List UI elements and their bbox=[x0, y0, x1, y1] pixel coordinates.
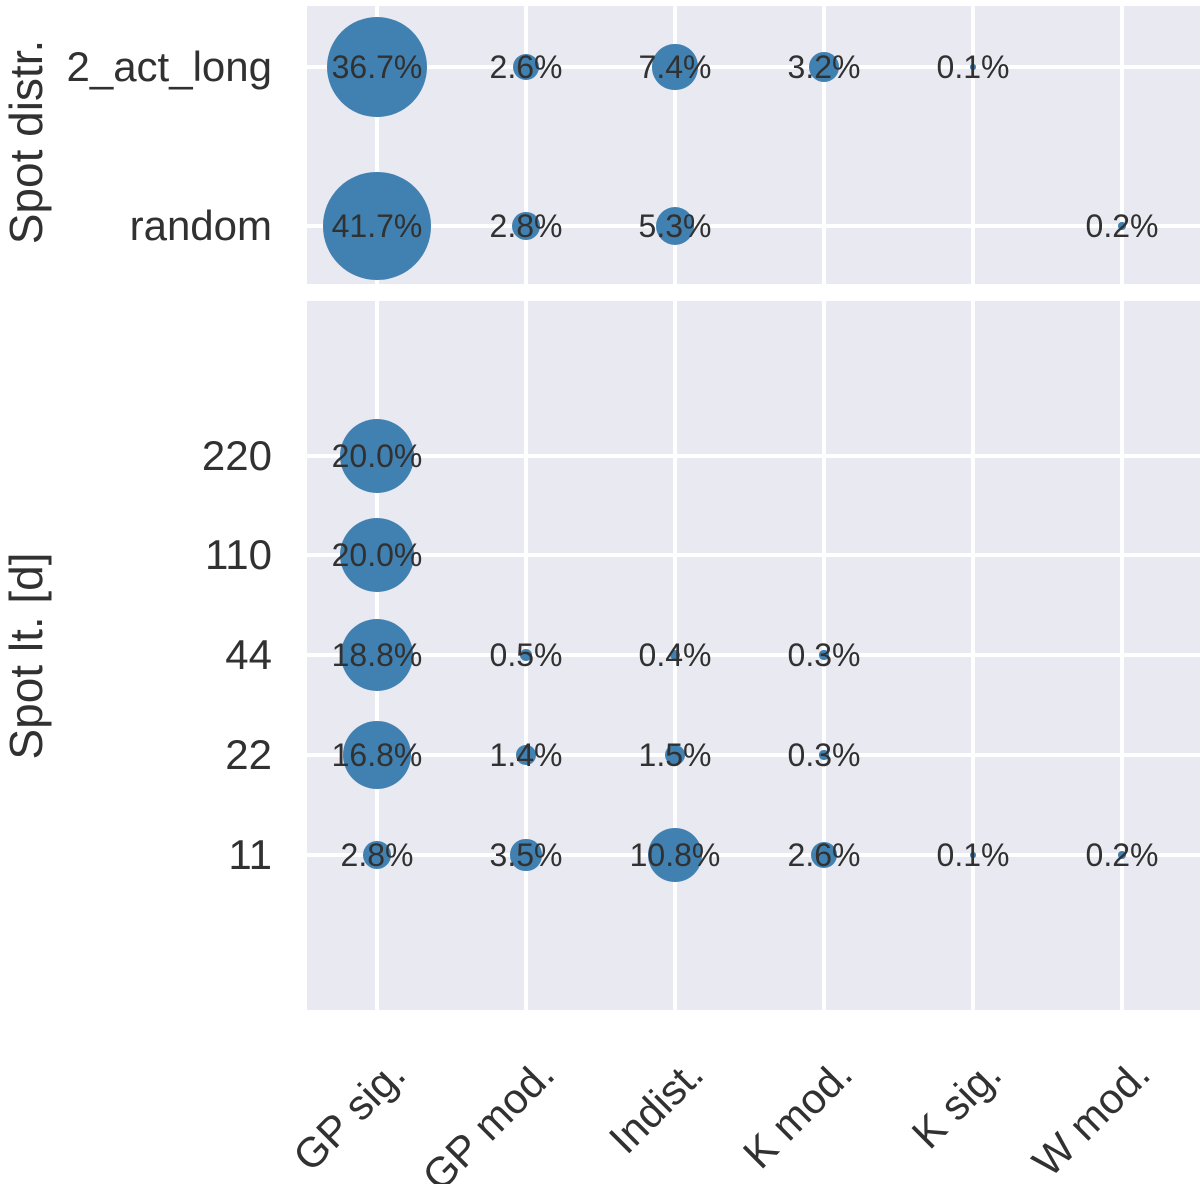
y-tick-label: 2_act_long bbox=[66, 43, 272, 90]
bubble bbox=[516, 745, 536, 765]
bubble bbox=[669, 649, 681, 661]
gridline-vertical bbox=[971, 6, 975, 284]
bubble bbox=[970, 64, 976, 70]
bubble bbox=[512, 212, 540, 240]
bottom-panel bbox=[307, 301, 1200, 1010]
gridline-horizontal bbox=[307, 224, 1200, 228]
bubble bbox=[819, 650, 829, 660]
bubble bbox=[323, 172, 431, 280]
y-tick-label: 22 bbox=[225, 731, 272, 778]
y-tick-label: 220 bbox=[201, 432, 272, 479]
bubble bbox=[647, 827, 703, 883]
gridline-horizontal bbox=[307, 454, 1200, 458]
y-tick-label: random bbox=[129, 202, 272, 249]
bubble-value-label: 5.3% bbox=[638, 208, 712, 244]
y-tick-label: 44 bbox=[225, 631, 272, 678]
bubble-value-label: 0.3% bbox=[787, 637, 861, 673]
bubble bbox=[809, 52, 839, 82]
y-axis-title-bottom: Spot lt. [d] bbox=[0, 552, 52, 760]
x-tick-label: K mod. bbox=[733, 1049, 862, 1178]
bubble bbox=[810, 841, 838, 869]
x-tick-label: GP mod. bbox=[413, 1049, 564, 1184]
bubble-value-label: 1.4% bbox=[489, 737, 563, 773]
bubble-value-label: 3.5% bbox=[489, 837, 563, 873]
y-tick-label: 110 bbox=[205, 531, 272, 578]
bubble-value-label: 0.2% bbox=[1085, 837, 1159, 873]
bubble bbox=[970, 852, 976, 858]
bubble bbox=[510, 839, 542, 871]
bubble-value-label: 36.7% bbox=[331, 49, 423, 85]
bubble bbox=[652, 44, 698, 90]
y-axis-title-top: Spot distr. bbox=[0, 39, 52, 245]
gridline-horizontal bbox=[307, 653, 1200, 657]
gridline-vertical bbox=[375, 6, 379, 284]
bubble-value-label: 2.6% bbox=[489, 49, 563, 85]
bubble-value-label: 0.4% bbox=[638, 637, 712, 673]
x-tick-label: W mod. bbox=[1023, 1049, 1160, 1184]
bubble-value-label: 0.2% bbox=[1085, 208, 1159, 244]
gridline-vertical bbox=[524, 6, 528, 284]
gridline-horizontal bbox=[307, 553, 1200, 557]
bubble-value-label: 0.5% bbox=[489, 637, 563, 673]
bubble bbox=[363, 841, 391, 869]
bubble-value-label: 0.1% bbox=[936, 49, 1010, 85]
bubble bbox=[339, 517, 415, 593]
bubble-value-label: 20.0% bbox=[331, 537, 423, 573]
top-panel bbox=[307, 6, 1200, 284]
x-tick-label: GP sig. bbox=[284, 1049, 415, 1180]
bubble-value-label: 0.1% bbox=[936, 837, 1010, 873]
gridline-horizontal bbox=[307, 853, 1200, 857]
bubble-value-label: 2.6% bbox=[787, 837, 861, 873]
bubble bbox=[655, 206, 695, 246]
bubble-value-label: 16.8% bbox=[331, 737, 423, 773]
gridline-vertical bbox=[822, 6, 826, 284]
bubble bbox=[1118, 222, 1126, 230]
bubble bbox=[520, 649, 532, 661]
bubble bbox=[339, 418, 415, 494]
y-tick-label: 11 bbox=[228, 831, 272, 878]
bubble bbox=[342, 720, 411, 789]
gridline-vertical bbox=[1120, 6, 1124, 284]
x-tick-label: Indist. bbox=[599, 1049, 713, 1163]
bubble bbox=[819, 750, 829, 760]
bubble-value-label: 3.2% bbox=[787, 49, 861, 85]
bubble-value-label: 18.8% bbox=[331, 637, 423, 673]
bubble-value-label: 2.8% bbox=[340, 837, 414, 873]
bubble-value-label: 20.0% bbox=[331, 438, 423, 474]
bubble bbox=[341, 619, 413, 691]
bubble bbox=[326, 16, 428, 118]
gridline-vertical bbox=[673, 6, 677, 284]
bubble-value-label: 7.4% bbox=[638, 49, 712, 85]
bubble-value-label: 10.8% bbox=[629, 837, 721, 873]
bubble-value-label: 2.8% bbox=[489, 208, 563, 244]
bubble-value-label: 1.5% bbox=[638, 737, 712, 773]
bubble bbox=[512, 53, 540, 81]
x-tick-label: K sig. bbox=[902, 1049, 1011, 1158]
bubble bbox=[664, 744, 686, 766]
bubble-value-label: 41.7% bbox=[331, 208, 423, 244]
gridline-horizontal bbox=[307, 753, 1200, 757]
gridline-horizontal bbox=[307, 65, 1200, 69]
bubble-value-label: 0.3% bbox=[787, 737, 861, 773]
bubble bbox=[1118, 851, 1126, 859]
